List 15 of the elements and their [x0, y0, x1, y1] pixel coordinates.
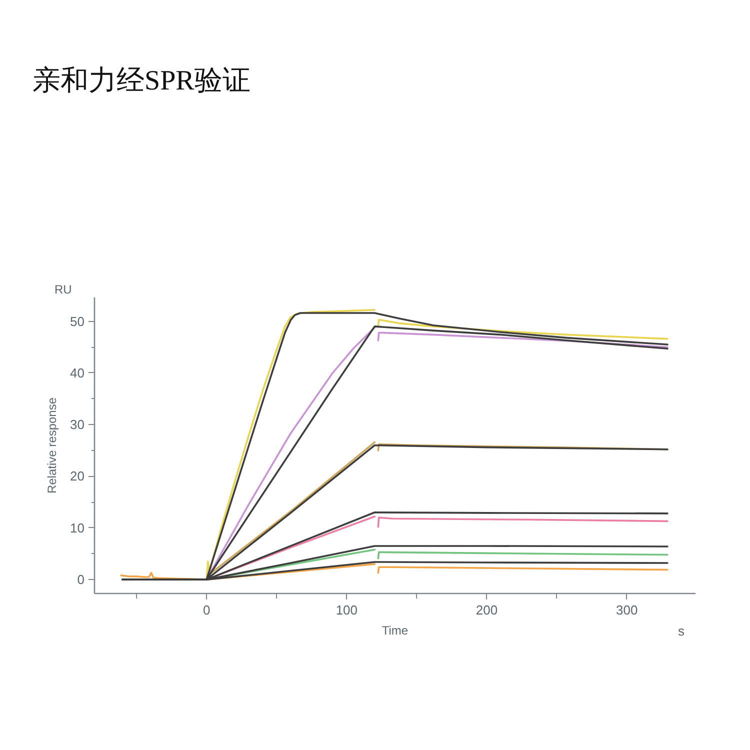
y-tick-label: 10	[70, 520, 85, 536]
text: s	[678, 624, 685, 638]
y-tick-label: 50	[70, 314, 85, 329]
y-tick-label: 0	[77, 572, 85, 588]
y-tick-label: 40	[70, 365, 85, 380]
chart-title: 亲和力经SPR验证	[32, 66, 250, 96]
x-tick-label: 300	[616, 602, 638, 618]
x-tick-label: 100	[336, 602, 358, 618]
y-tick-label: 30	[70, 417, 85, 432]
text: RU	[54, 282, 72, 296]
x-axis-title: Time	[382, 624, 408, 638]
x-tick-label: 0	[202, 602, 210, 618]
y-tick-label: 20	[70, 468, 85, 484]
y-axis-title: Relative response	[45, 397, 60, 494]
x-tick-label: 200	[476, 602, 498, 618]
